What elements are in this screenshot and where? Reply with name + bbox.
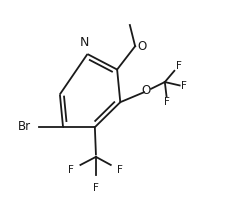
Text: F: F bbox=[163, 97, 169, 107]
Text: N: N bbox=[80, 36, 89, 49]
Text: F: F bbox=[117, 165, 123, 175]
Text: F: F bbox=[68, 165, 73, 175]
Text: F: F bbox=[180, 81, 186, 91]
Text: Br: Br bbox=[18, 120, 31, 133]
Text: F: F bbox=[93, 183, 98, 193]
Text: F: F bbox=[175, 61, 181, 71]
Text: O: O bbox=[141, 84, 150, 97]
Text: O: O bbox=[137, 40, 146, 53]
